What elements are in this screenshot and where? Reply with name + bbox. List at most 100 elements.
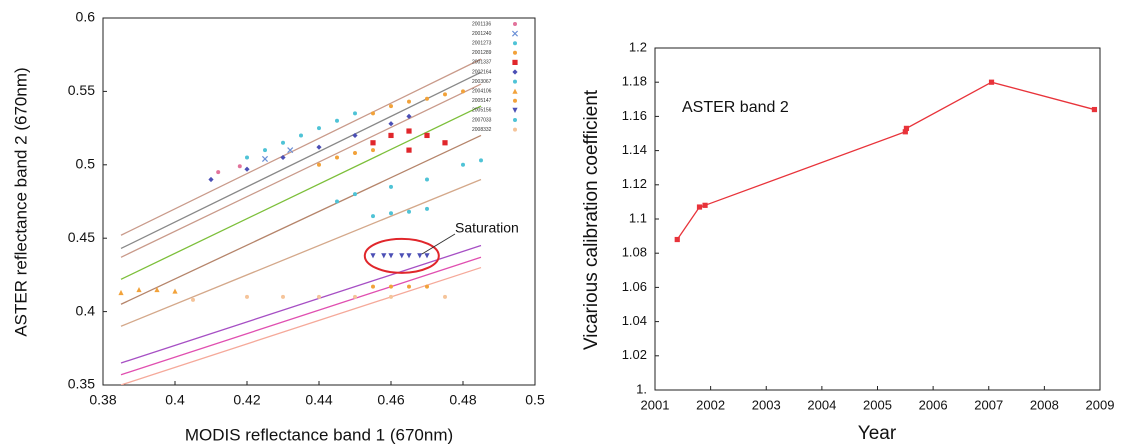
- point: [389, 104, 393, 109]
- legend-marker: [513, 118, 517, 122]
- y-tick-label: 1.04: [622, 313, 647, 328]
- point: [389, 211, 393, 216]
- x-tick-label: 0.42: [233, 392, 260, 408]
- y-tick-label: 1.1: [629, 210, 647, 225]
- legend-marker: [511, 30, 519, 37]
- legend-marker: [512, 69, 518, 75]
- point: [353, 111, 357, 116]
- point: [381, 253, 387, 259]
- y-tick-label: 1.06: [622, 279, 647, 294]
- point: [406, 113, 412, 119]
- legend-marker: [513, 41, 517, 46]
- point: [154, 286, 160, 293]
- point: [406, 253, 412, 259]
- fit-line: [120, 178, 482, 327]
- legend-label: 2001273: [472, 41, 492, 47]
- fit-line: [120, 134, 482, 305]
- legend-label: 2002164: [472, 69, 492, 75]
- point: [316, 144, 322, 150]
- point: [479, 158, 483, 163]
- point: [389, 294, 393, 299]
- point: [674, 236, 680, 243]
- point: [237, 164, 242, 169]
- x-axis-label: MODIS reflectance band 1 (670nm): [185, 425, 453, 444]
- x-tick-label: 2005: [863, 397, 892, 412]
- y-tick-label: 0.55: [68, 82, 95, 98]
- x-tick-label: 2009: [1086, 397, 1115, 412]
- legend-label: 2003067: [472, 79, 492, 85]
- point: [702, 202, 708, 208]
- fit-line: [120, 244, 482, 364]
- point: [406, 147, 412, 153]
- point: [299, 133, 303, 138]
- point: [442, 140, 448, 146]
- point: [371, 284, 375, 289]
- y-tick-label: 1.12: [622, 176, 647, 191]
- y-tick-label: 1.18: [622, 74, 647, 89]
- point: [287, 147, 294, 154]
- point: [407, 209, 411, 214]
- x-tick-label: 2001: [641, 397, 670, 412]
- fit-line: [120, 266, 482, 385]
- x-tick-label: 0.4: [165, 392, 185, 408]
- point: [370, 253, 376, 259]
- legend-marker: [512, 59, 518, 65]
- point: [425, 284, 429, 289]
- x-tick-label: 0.5: [525, 392, 545, 408]
- point: [1091, 106, 1098, 113]
- point: [388, 132, 394, 139]
- legend-marker: [512, 88, 518, 94]
- point: [443, 294, 447, 299]
- point: [335, 199, 339, 204]
- legend-marker: [513, 22, 517, 26]
- fit-line: [120, 58, 482, 236]
- point: [407, 99, 411, 104]
- point: [443, 92, 447, 97]
- legend-label: 2001289: [472, 50, 492, 56]
- x-tick-label: 2003: [752, 397, 781, 412]
- point: [191, 297, 195, 302]
- point: [281, 140, 285, 145]
- legend-marker: [513, 98, 517, 103]
- point: [244, 166, 250, 172]
- point: [696, 204, 703, 210]
- legend-marker: [513, 50, 517, 55]
- y-axis-label: ASTER reflectance band 2 (670nm): [11, 67, 30, 336]
- point: [389, 184, 393, 189]
- x-tick-label: 0.46: [377, 392, 404, 408]
- annotation: Saturation: [455, 220, 519, 236]
- point: [118, 289, 124, 296]
- point: [461, 162, 465, 167]
- point: [353, 294, 357, 299]
- y-tick-label: 1.02: [622, 347, 647, 362]
- legend-marker: [512, 107, 518, 113]
- y-tick-label: 0.45: [68, 229, 95, 245]
- x-tick-label: 2006: [919, 397, 948, 412]
- point: [424, 253, 430, 259]
- point: [335, 118, 339, 123]
- x-tick-label: 2004: [807, 397, 836, 412]
- y-tick-label: 0.4: [76, 302, 96, 318]
- legend-label: 2001337: [472, 60, 492, 66]
- point: [245, 155, 249, 160]
- point: [353, 151, 357, 156]
- point: [261, 155, 269, 162]
- x-tick-label: 2007: [974, 397, 1003, 412]
- point: [903, 125, 910, 131]
- point: [353, 192, 357, 197]
- point: [425, 177, 429, 182]
- fit-line: [120, 105, 482, 280]
- point: [335, 155, 339, 160]
- point: [988, 79, 995, 85]
- annotation: ASTER band 2: [682, 99, 789, 116]
- left-plot-frame: [102, 17, 536, 386]
- point: [317, 126, 321, 131]
- legend-label: 2005147: [472, 98, 492, 104]
- point: [317, 162, 321, 167]
- point: [263, 148, 267, 153]
- y-tick-label: 0.5: [76, 156, 96, 172]
- point: [417, 253, 423, 259]
- x-tick-label: 2002: [696, 397, 725, 412]
- point: [371, 148, 375, 153]
